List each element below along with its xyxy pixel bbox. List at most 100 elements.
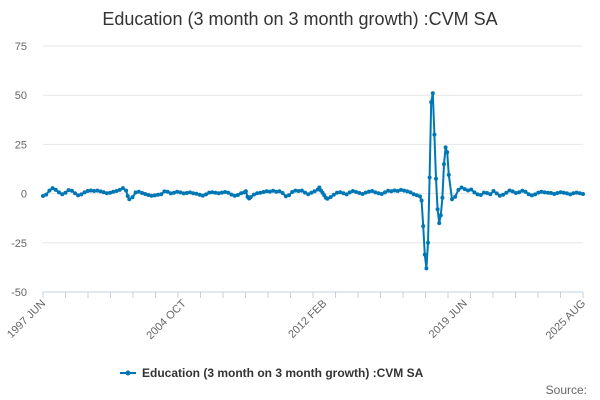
data-point[interactable] xyxy=(419,198,424,203)
data-point[interactable] xyxy=(526,192,531,197)
data-point[interactable] xyxy=(143,192,148,196)
data-point[interactable] xyxy=(549,191,553,195)
data-point[interactable] xyxy=(513,191,518,195)
data-point[interactable] xyxy=(175,189,180,194)
data-point[interactable] xyxy=(494,191,499,196)
data-point[interactable] xyxy=(258,190,263,195)
data-point[interactable] xyxy=(558,190,563,195)
data-point[interactable] xyxy=(363,190,368,195)
data-point[interactable] xyxy=(111,189,116,194)
data-point[interactable] xyxy=(402,188,407,193)
data-point[interactable] xyxy=(79,192,84,197)
data-point[interactable] xyxy=(95,188,100,193)
data-point[interactable] xyxy=(50,186,55,191)
data-point[interactable] xyxy=(552,192,557,196)
data-point[interactable] xyxy=(357,191,362,195)
data-point[interactable] xyxy=(536,190,541,195)
data-point[interactable] xyxy=(542,190,547,195)
data-point[interactable] xyxy=(507,188,512,193)
data-point[interactable] xyxy=(347,190,352,195)
data-point[interactable] xyxy=(442,162,446,167)
data-point[interactable] xyxy=(434,176,438,181)
data-point[interactable] xyxy=(130,195,135,200)
data-point[interactable] xyxy=(328,195,333,200)
data-point[interactable] xyxy=(277,189,282,194)
data-point[interactable] xyxy=(152,193,157,198)
data-point[interactable] xyxy=(280,191,285,195)
data-point[interactable] xyxy=(577,191,582,196)
data-point[interactable] xyxy=(204,192,208,197)
data-point[interactable] xyxy=(235,193,240,197)
data-point[interactable] xyxy=(82,190,87,195)
data-point[interactable] xyxy=(197,192,202,197)
data-point[interactable] xyxy=(92,189,97,193)
data-point[interactable] xyxy=(427,175,432,180)
data-point[interactable] xyxy=(440,195,445,200)
data-point[interactable] xyxy=(133,190,138,195)
data-point[interactable] xyxy=(47,188,52,193)
data-point[interactable] xyxy=(435,207,440,212)
data-point[interactable] xyxy=(124,188,129,193)
data-point[interactable] xyxy=(376,191,381,196)
data-point[interactable] xyxy=(76,193,81,198)
data-point[interactable] xyxy=(488,192,493,197)
data-point[interactable] xyxy=(424,266,429,271)
data-point[interactable] xyxy=(172,190,176,195)
data-point[interactable] xyxy=(565,191,569,196)
data-point[interactable] xyxy=(581,192,585,196)
data-point[interactable] xyxy=(299,188,304,193)
data-point[interactable] xyxy=(216,191,221,196)
data-point[interactable] xyxy=(303,190,307,195)
data-point[interactable] xyxy=(510,189,515,194)
data-point[interactable] xyxy=(429,100,434,105)
data-point[interactable] xyxy=(426,240,430,245)
data-point[interactable] xyxy=(232,193,237,198)
data-point[interactable] xyxy=(101,190,106,195)
data-point[interactable] xyxy=(120,186,125,191)
data-point[interactable] xyxy=(271,188,276,193)
data-point[interactable] xyxy=(504,190,509,195)
data-point[interactable] xyxy=(69,188,74,193)
data-point[interactable] xyxy=(243,189,248,194)
data-point[interactable] xyxy=(445,150,450,155)
data-point[interactable] xyxy=(223,190,228,194)
data-point[interactable] xyxy=(366,189,371,194)
data-point[interactable] xyxy=(545,190,550,195)
source-label[interactable]: Source: xyxy=(546,383,587,397)
data-point[interactable] xyxy=(309,190,314,195)
data-point[interactable] xyxy=(88,188,93,193)
data-point[interactable] xyxy=(472,190,477,195)
data-point[interactable] xyxy=(117,187,122,192)
legend[interactable]: Education (3 month on 3 month growth) :C… xyxy=(120,366,424,380)
data-point[interactable] xyxy=(219,190,224,195)
data-point[interactable] xyxy=(335,190,339,195)
data-point[interactable] xyxy=(63,190,68,195)
data-point[interactable] xyxy=(459,185,464,190)
data-point[interactable] xyxy=(382,190,387,195)
data-point[interactable] xyxy=(261,190,266,194)
data-point[interactable] xyxy=(306,192,311,197)
data-point[interactable] xyxy=(421,224,426,229)
data-point[interactable] xyxy=(481,190,486,195)
data-point[interactable] xyxy=(188,190,192,195)
data-point[interactable] xyxy=(194,191,199,196)
data-point[interactable] xyxy=(325,196,330,201)
data-point[interactable] xyxy=(156,192,160,197)
data-point[interactable] xyxy=(517,190,522,195)
data-point[interactable] xyxy=(200,193,205,198)
data-point[interactable] xyxy=(136,189,141,194)
data-point[interactable] xyxy=(41,194,45,198)
data-point[interactable] xyxy=(354,190,359,194)
data-point[interactable] xyxy=(360,192,365,196)
data-point[interactable] xyxy=(338,190,343,195)
data-point[interactable] xyxy=(395,189,400,193)
data-point[interactable] xyxy=(181,191,186,196)
data-point[interactable] xyxy=(213,190,218,195)
data-point[interactable] xyxy=(53,187,58,192)
data-point[interactable] xyxy=(398,187,403,192)
data-point[interactable] xyxy=(555,191,560,195)
data-point[interactable] xyxy=(561,190,566,195)
data-point[interactable] xyxy=(469,187,474,192)
data-point[interactable] xyxy=(293,188,298,193)
data-point[interactable] xyxy=(146,193,151,197)
